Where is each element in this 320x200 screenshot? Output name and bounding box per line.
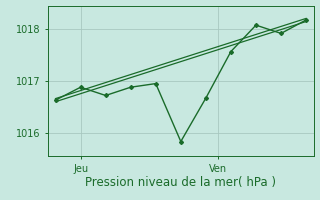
X-axis label: Pression niveau de la mer( hPa ): Pression niveau de la mer( hPa ) [85, 176, 276, 189]
